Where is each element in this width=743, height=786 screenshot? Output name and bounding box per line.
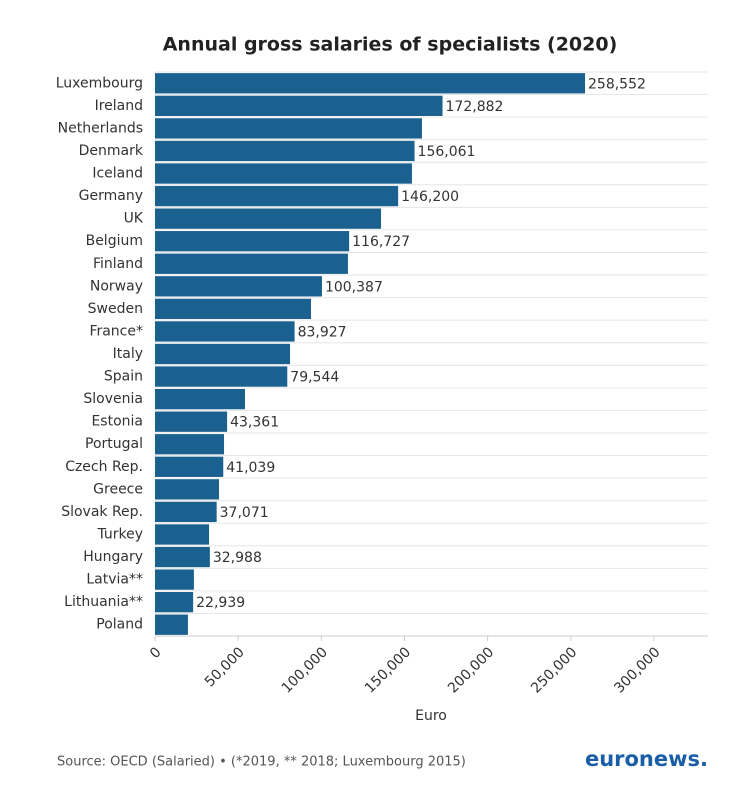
x-axis-title: Euro [415, 708, 447, 724]
bar [155, 388, 245, 410]
y-tick-label: Norway [90, 278, 143, 294]
data-label: 43,361 [230, 415, 279, 431]
y-tick-label: Turkey [96, 526, 143, 542]
y-tick-label: UK [124, 211, 144, 227]
y-tick-label: Iceland [92, 166, 143, 182]
bar [155, 501, 217, 523]
y-tick-label: Czech Rep. [65, 459, 143, 475]
y-tick-label: Slovenia [83, 391, 143, 407]
bar [155, 411, 228, 432]
y-tick-label: Luxembourg [56, 75, 143, 91]
data-label: 79,544 [290, 370, 339, 386]
y-tick-label: Netherlands [58, 120, 143, 136]
bar [155, 276, 322, 297]
y-tick-label: Latvia** [86, 572, 143, 588]
data-label: 83,927 [298, 324, 347, 340]
data-label: 156,061 [418, 144, 476, 160]
bar [155, 456, 224, 477]
brand-logo: euronews. [585, 747, 708, 771]
data-label: 22,939 [196, 595, 245, 611]
data-label: 116,727 [352, 234, 410, 250]
y-tick-label: Hungary [83, 549, 143, 565]
y-tick-label: France* [89, 323, 143, 339]
bar [155, 321, 295, 342]
bar [155, 546, 210, 568]
bar [155, 140, 415, 162]
y-tick-label: Belgium [86, 233, 143, 249]
y-tick-label: Poland [96, 617, 143, 633]
data-label: 172,882 [446, 99, 504, 115]
data-label: 146,200 [401, 189, 459, 205]
bar [155, 231, 350, 252]
bar [155, 298, 312, 320]
bar [155, 479, 220, 500]
bar [155, 163, 412, 184]
y-tick-label: Spain [104, 369, 143, 385]
y-tick-label: Germany [79, 188, 143, 204]
y-tick-label: Estonia [91, 414, 143, 430]
bar [155, 366, 288, 387]
y-tick-label: Italy [113, 346, 143, 362]
y-tick-label: Finland [93, 256, 143, 272]
bar [155, 569, 194, 590]
chart-title: Annual gross salaries of specialists (20… [163, 34, 618, 56]
data-label: 41,039 [226, 460, 275, 476]
data-label: 37,071 [220, 505, 269, 521]
bar [155, 434, 225, 455]
bar [155, 524, 210, 545]
bar [155, 614, 188, 635]
bar [155, 73, 586, 94]
y-tick-label: Lithuania** [64, 594, 143, 610]
bar [155, 253, 348, 274]
bar [155, 118, 422, 139]
y-tick-label: Greece [93, 481, 143, 497]
y-tick-label: Ireland [95, 98, 143, 114]
bar [155, 95, 443, 116]
y-tick-label: Slovak Rep. [61, 504, 143, 520]
bar [155, 343, 291, 365]
data-label: 32,988 [213, 550, 262, 566]
bar [155, 592, 194, 613]
data-label: 258,552 [588, 76, 646, 92]
bar [155, 185, 399, 207]
source-note: Source: OECD (Salaried) • (*2019, ** 201… [57, 755, 466, 770]
y-tick-label: Denmark [79, 143, 144, 159]
y-tick-label: Portugal [85, 436, 143, 452]
data-label: 100,387 [325, 279, 383, 295]
y-tick-label: Sweden [88, 301, 143, 317]
bar [155, 208, 382, 229]
